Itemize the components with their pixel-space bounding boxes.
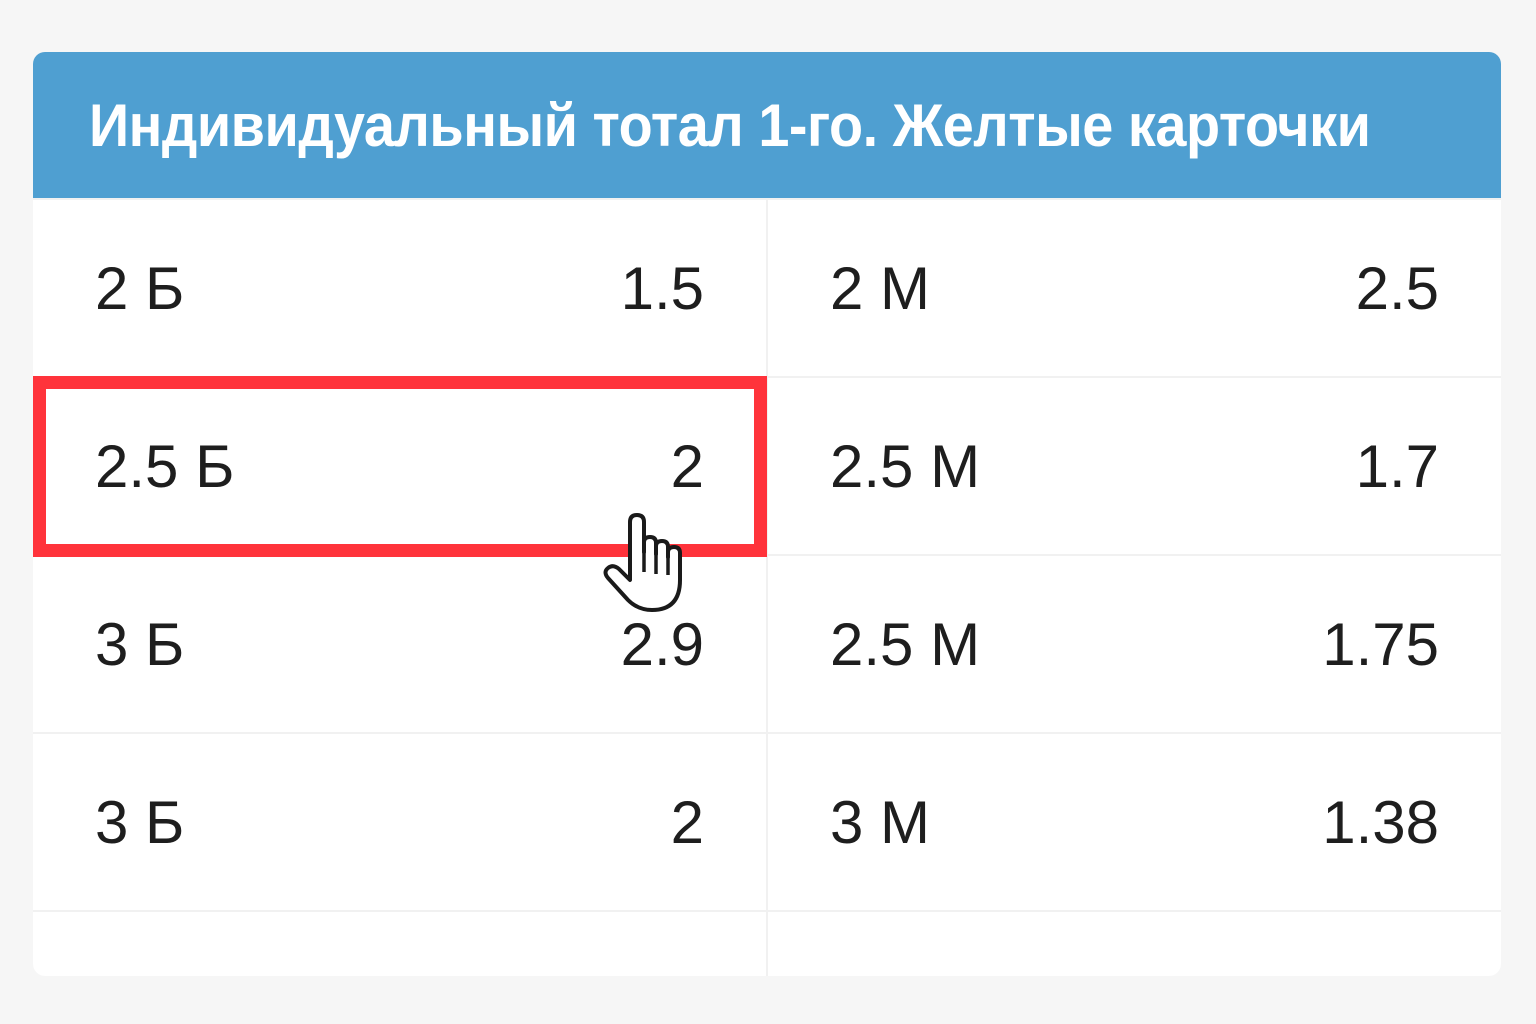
odds-cell-empty (33, 912, 766, 976)
outcome-odds: 2 (670, 788, 704, 856)
outcome-odds: 1.38 (1322, 788, 1439, 856)
odds-cell-over-2[interactable]: 2 Б 1.5 (33, 200, 766, 376)
odds-cell-under-2-5-b[interactable]: 2.5 М 1.75 (768, 556, 1501, 732)
outcome-label: 3 Б (95, 788, 185, 856)
outcome-label: 2.5 М (830, 432, 981, 500)
odds-cell-empty (768, 912, 1501, 976)
odds-cell-under-2[interactable]: 2 М 2.5 (768, 200, 1501, 376)
odds-cell-over-3-b[interactable]: 3 Б 2 (33, 734, 766, 910)
odds-cell-under-3[interactable]: 3 М 1.38 (768, 734, 1501, 910)
outcome-odds: 2.9 (620, 610, 704, 678)
outcome-odds: 1.75 (1322, 610, 1439, 678)
market-title: Индивидуальный тотал 1-го. Желтые карточ… (89, 91, 1371, 159)
outcome-label: 2 Б (95, 254, 185, 322)
outcome-label: 2.5 М (830, 610, 981, 678)
outcome-odds: 1.5 (620, 254, 704, 322)
outcome-label: 3 М (830, 788, 931, 856)
outcome-label: 2.5 Б (95, 432, 235, 500)
odds-grid: 2 Б 1.5 2 М 2.5 2.5 Б 2 2.5 М 1.7 3 Б 2.9 2.5… (33, 200, 1501, 976)
hand-pointer-icon (603, 513, 682, 612)
outcome-label: 2 М (830, 254, 931, 322)
market-card: Индивидуальный тотал 1-го. Желтые карточ… (33, 52, 1501, 976)
odds-cell-over-2-5[interactable]: 2.5 Б 2 (33, 378, 766, 554)
outcome-odds: 2.5 (1355, 254, 1439, 322)
outcome-odds: 2 (670, 432, 704, 500)
market-header: Индивидуальный тотал 1-го. Желтые карточ… (33, 52, 1501, 198)
outcome-odds: 1.7 (1355, 432, 1439, 500)
odds-cell-under-2-5[interactable]: 2.5 М 1.7 (768, 378, 1501, 554)
outcome-label: 3 Б (95, 610, 185, 678)
